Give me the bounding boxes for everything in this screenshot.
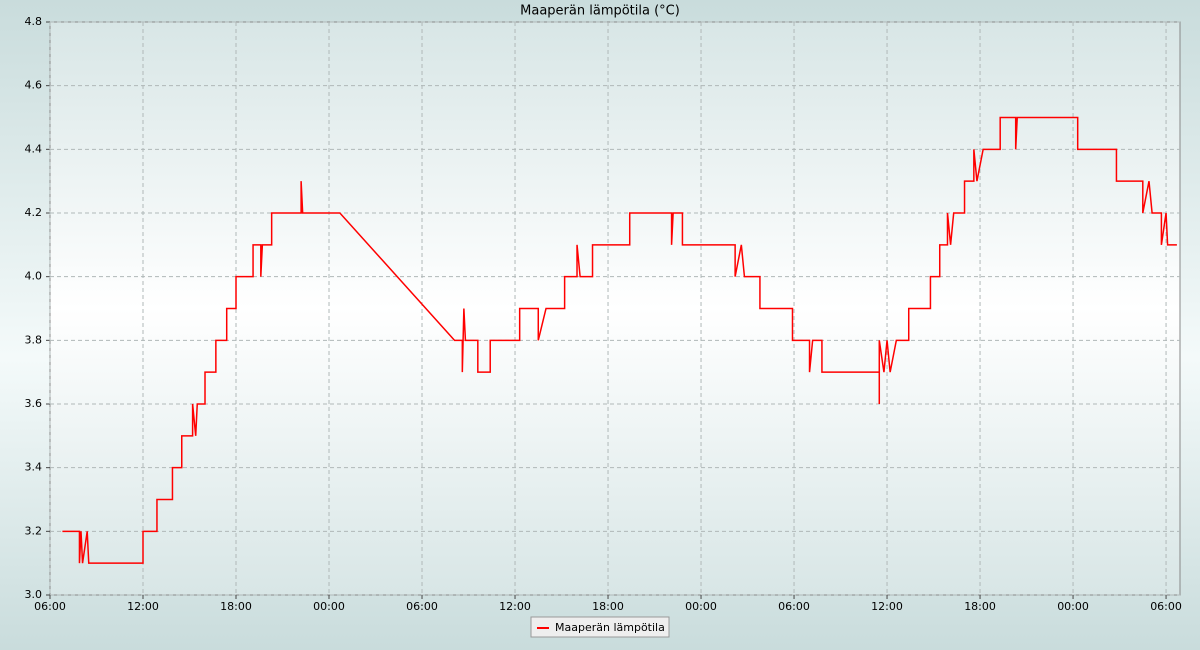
x-tick-label: 12:00	[127, 600, 159, 613]
legend: Maaperän lämpötila	[530, 616, 670, 638]
x-tick-label: 00:00	[685, 600, 717, 613]
x-tick-label: 06:00	[778, 600, 810, 613]
x-tick-label: 12:00	[499, 600, 531, 613]
plot-area	[49, 21, 1181, 596]
x-tick-label: 00:00	[1057, 600, 1089, 613]
x-tick-label: 18:00	[592, 600, 624, 613]
y-tick-label: 3.4	[25, 461, 43, 474]
y-tick-label: 3.2	[25, 524, 43, 537]
x-tick-label: 06:00	[406, 600, 438, 613]
x-tick-label: 18:00	[220, 600, 252, 613]
legend-label: Maaperän lämpötila	[555, 621, 665, 634]
y-tick-label: 3.8	[25, 333, 43, 346]
x-tick-label: 06:00	[1150, 600, 1182, 613]
x-tick-label: 06:00	[34, 600, 66, 613]
legend-box	[530, 616, 670, 638]
y-tick-label: 4.6	[25, 79, 43, 92]
x-tick-label: 18:00	[964, 600, 996, 613]
y-tick-label: 4.8	[25, 15, 43, 28]
data-line	[62, 116, 1177, 564]
x-tick-label: 00:00	[313, 600, 345, 613]
y-tick-label: 3.6	[25, 397, 43, 410]
x-tick-label: 12:00	[871, 600, 903, 613]
y-tick-label: 4.0	[25, 270, 43, 283]
y-tick-label: 4.4	[25, 142, 43, 155]
y-tick-label: 3.0	[25, 588, 43, 601]
chart-title: Maaperän lämpötila (°C)	[520, 4, 680, 19]
y-tick-label: 4.2	[25, 206, 43, 219]
